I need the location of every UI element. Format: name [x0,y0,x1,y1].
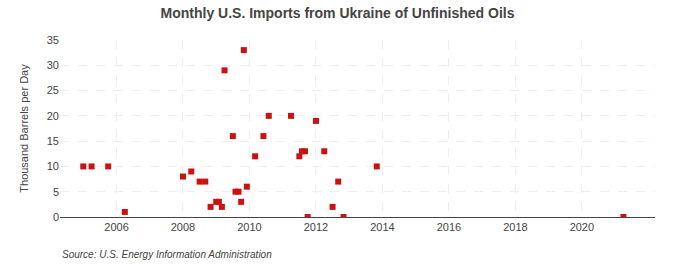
svg-text:15: 15 [47,135,59,147]
svg-text:10: 10 [47,160,59,172]
svg-text:2008: 2008 [171,221,195,233]
svg-text:2016: 2016 [437,221,461,233]
svg-text:0: 0 [53,211,59,223]
svg-text:30: 30 [47,59,59,71]
svg-text:2012: 2012 [304,221,328,233]
svg-text:2020: 2020 [570,221,594,233]
svg-text:Thousand Barrels per Day: Thousand Barrels per Day [18,64,30,193]
svg-text:25: 25 [47,84,59,96]
svg-text:2018: 2018 [503,221,527,233]
svg-text:2014: 2014 [370,221,394,233]
svg-text:35: 35 [47,34,59,46]
svg-text:Monthly U.S. Imports from Ukra: Monthly U.S. Imports from Ukraine of Unf… [161,5,515,21]
svg-text:2010: 2010 [237,221,261,233]
svg-text:2006: 2006 [104,221,128,233]
svg-text:Source: U.S. Energy Informatio: Source: U.S. Energy Information Administ… [62,249,272,260]
svg-text:20: 20 [47,110,59,122]
svg-text:5: 5 [53,186,59,198]
